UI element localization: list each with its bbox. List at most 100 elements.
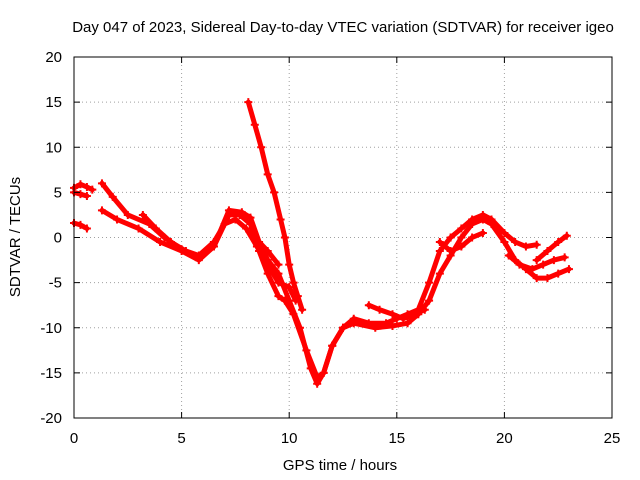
x-axis-label: GPS time / hours xyxy=(283,457,397,474)
data-point xyxy=(82,191,91,200)
data-point xyxy=(500,228,509,237)
data-point xyxy=(231,215,240,224)
data-point xyxy=(564,265,573,274)
data-point xyxy=(151,224,160,233)
data-point xyxy=(528,265,537,274)
data-point xyxy=(76,190,85,199)
data-point xyxy=(220,219,229,228)
data-point xyxy=(562,231,571,240)
data-point xyxy=(399,314,408,323)
data-series-arc-6 xyxy=(138,210,300,305)
data-point xyxy=(242,224,251,233)
data-point xyxy=(289,278,298,287)
data-point xyxy=(478,228,487,237)
x-tick-label: 0 xyxy=(70,430,78,447)
grid-lines xyxy=(74,57,612,418)
data-point xyxy=(166,238,175,247)
data-point xyxy=(237,208,246,217)
data-point xyxy=(108,192,117,201)
data-point xyxy=(298,305,307,314)
data-series-arc-11 xyxy=(504,251,569,274)
y-tick-label: -20 xyxy=(40,410,62,427)
data-point xyxy=(504,251,513,260)
y-tick-label: 10 xyxy=(45,139,62,156)
y-tick-label: 15 xyxy=(45,94,62,111)
data-point xyxy=(244,98,253,107)
data-point xyxy=(263,247,272,256)
data-point xyxy=(246,213,255,222)
data-point xyxy=(274,260,283,269)
data-point xyxy=(457,224,466,233)
data-point xyxy=(435,247,444,256)
data-point xyxy=(97,179,106,188)
data-series-arc-7 xyxy=(244,98,307,314)
data-point xyxy=(224,206,233,215)
data-series-arc-8 xyxy=(250,233,283,269)
data-point xyxy=(435,269,444,278)
data-point xyxy=(181,247,190,256)
data-series-arc-9 xyxy=(364,301,429,323)
data-point xyxy=(468,219,477,228)
axis-ticks: 0 5 10 15 20 25 20 15 10 5 0 -5 -10 -15 -20 xyxy=(40,49,620,447)
data-point xyxy=(349,319,358,328)
x-tick-label: 20 xyxy=(496,430,513,447)
data-point xyxy=(156,238,165,247)
data-point xyxy=(539,260,548,269)
data-point xyxy=(487,219,496,228)
data-point xyxy=(134,224,143,233)
data-point xyxy=(543,247,552,256)
data-point xyxy=(274,278,283,287)
data-point xyxy=(532,240,541,249)
x-tick-label: 5 xyxy=(177,430,185,447)
data-point xyxy=(515,260,524,269)
data-point xyxy=(295,323,304,332)
data-point xyxy=(364,301,373,310)
data-point xyxy=(257,143,266,152)
data-point xyxy=(82,224,91,233)
data-point xyxy=(270,188,279,197)
data-point xyxy=(425,278,434,287)
data-point xyxy=(113,215,122,224)
data-point xyxy=(263,170,272,179)
data-point xyxy=(420,305,429,314)
data-point xyxy=(280,233,289,242)
data-point xyxy=(319,368,328,377)
data-point xyxy=(194,251,203,260)
data-point xyxy=(457,242,466,251)
data-point xyxy=(511,238,520,247)
data-point xyxy=(263,260,272,269)
data-point xyxy=(250,120,259,129)
data-point xyxy=(388,310,397,319)
data-point xyxy=(123,210,132,219)
data-point xyxy=(285,283,294,292)
series-line xyxy=(71,181,95,193)
y-axis-label: SDTVAR / TECUs xyxy=(7,177,24,297)
data-series-arc-10 xyxy=(435,228,487,256)
data-point xyxy=(446,247,455,256)
data-series-arc-12 xyxy=(532,231,571,265)
data-point xyxy=(82,182,91,191)
data-point xyxy=(500,238,509,247)
data-point xyxy=(375,305,384,314)
data-point xyxy=(76,180,85,189)
data-point xyxy=(285,260,294,269)
data-point xyxy=(209,238,218,247)
data-point xyxy=(543,274,552,283)
data-point xyxy=(435,238,444,247)
data-point xyxy=(88,185,97,194)
data-point xyxy=(532,256,541,265)
x-tick-label: 25 xyxy=(604,430,621,447)
series-line xyxy=(534,233,570,263)
chart-title: Day 047 of 2023, Sidereal Day-to-day VTE… xyxy=(72,19,614,36)
series-layer xyxy=(70,98,573,388)
y-tick-label: 5 xyxy=(54,184,62,201)
data-point xyxy=(138,210,147,219)
y-tick-label: -10 xyxy=(40,320,62,337)
data-point xyxy=(468,233,477,242)
data-point xyxy=(521,242,530,251)
data-point xyxy=(446,233,455,242)
data-point xyxy=(425,296,434,305)
y-tick-label: 0 xyxy=(54,230,62,247)
